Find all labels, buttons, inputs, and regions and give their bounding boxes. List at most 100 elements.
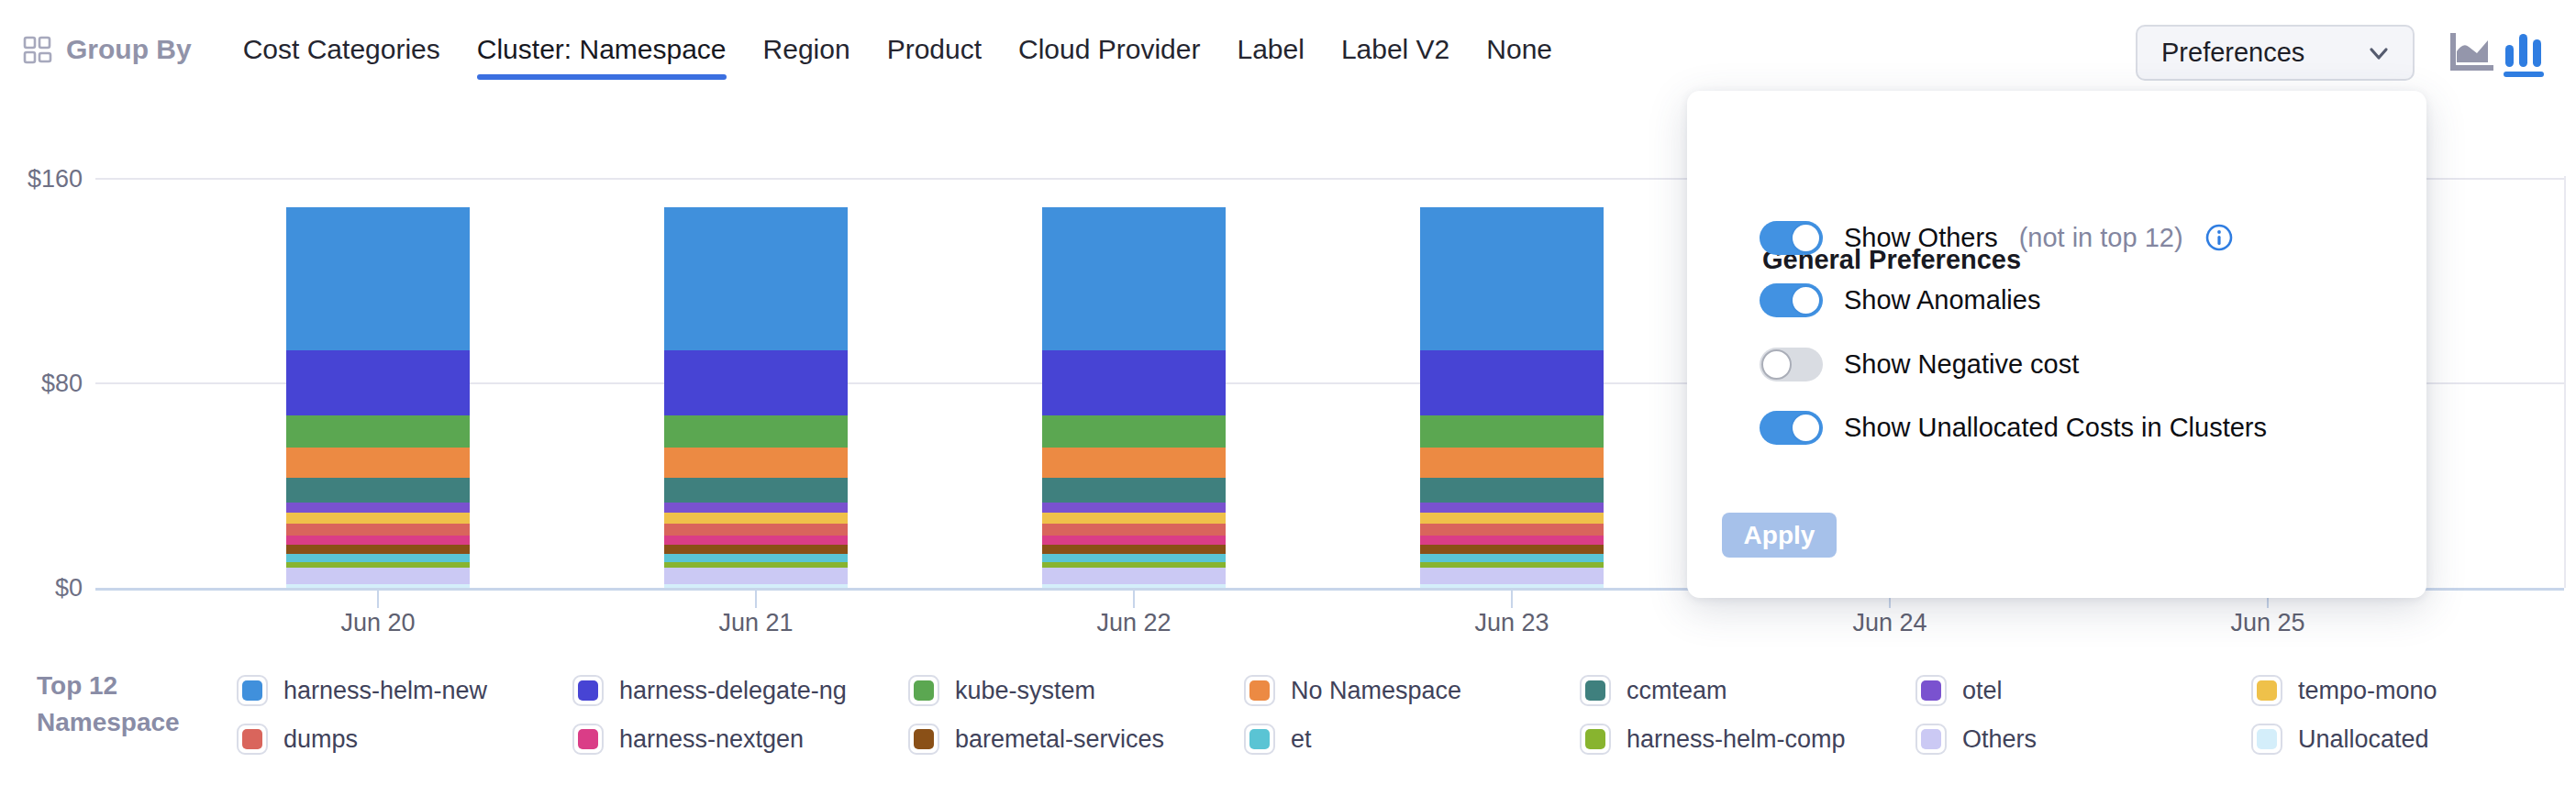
bar-segment-harness-helm-new-jun-21[interactable] (664, 207, 848, 350)
legend-item-ccmteam[interactable]: ccmteam (1580, 673, 1727, 708)
bar-segment-ccmteam-jun-21[interactable] (664, 478, 848, 502)
legend-swatch-ccmteam (1580, 675, 1611, 706)
toggle-show-unallocated-costs-in-clusters[interactable] (1760, 411, 1823, 445)
bar-segment-kube-system-jun-22[interactable] (1042, 415, 1226, 448)
toggle-knob (1791, 223, 1821, 253)
x-tick-jun-22 (1133, 591, 1135, 608)
bar-segment-ccmteam-jun-20[interactable] (286, 478, 470, 502)
bar-segment-others-jun-21[interactable] (664, 568, 848, 584)
bar-segment-harness-nextgen-jun-23[interactable] (1420, 536, 1604, 546)
legend-item-harness-delegate-ng[interactable]: harness-delegate-ng (572, 673, 847, 708)
bar-segment-unallocated-jun-21[interactable] (664, 584, 848, 588)
bar-segment-et-jun-23[interactable] (1420, 554, 1604, 562)
bar-segment-et-jun-22[interactable] (1042, 554, 1226, 562)
legend-swatch-kube-system (908, 675, 939, 706)
bar-segment-others-jun-23[interactable] (1420, 568, 1604, 584)
toggle-label-show-others: Show Others (1844, 223, 1998, 253)
bar-segment-otel-jun-21[interactable] (664, 503, 848, 514)
toggle-label-show-negative-cost: Show Negative cost (1844, 349, 2079, 380)
legend-item-otel[interactable]: otel (1915, 673, 2003, 708)
legend-item-unallocated[interactable]: Unallocated (2251, 722, 2429, 757)
bar-segment-kube-system-jun-21[interactable] (664, 415, 848, 448)
bar-jun-21 (664, 0, 848, 588)
bar-segment-unallocated-jun-23[interactable] (1420, 584, 1604, 588)
bar-segment-et-jun-20[interactable] (286, 554, 470, 562)
preference-row-show-unallocated-costs-in-clusters: Show Unallocated Costs in Clusters (1760, 410, 2267, 445)
bar-segment-others-jun-22[interactable] (1042, 568, 1226, 584)
bar-segment-harness-helm-comp-jun-22[interactable] (1042, 562, 1226, 568)
bar-segment-harness-helm-new-jun-20[interactable] (286, 207, 470, 350)
group-by-label-wrap: Group By (22, 34, 192, 65)
toggle-show-negative-cost[interactable] (1760, 348, 1823, 381)
bar-segment-unallocated-jun-20[interactable] (286, 584, 470, 588)
bar-segment-harness-helm-comp-jun-20[interactable] (286, 562, 470, 568)
bar-segment-no-namespace-jun-22[interactable] (1042, 448, 1226, 478)
legend-item-others[interactable]: Others (1915, 722, 2037, 757)
bar-segment-dumps-jun-22[interactable] (1042, 524, 1226, 536)
bar-segment-kube-system-jun-23[interactable] (1420, 415, 1604, 448)
legend-label-kube-system: kube-system (955, 677, 1095, 705)
toggle-show-others[interactable] (1760, 221, 1823, 255)
tab-product[interactable]: Product (887, 34, 982, 65)
bar-segment-harness-helm-comp-jun-23[interactable] (1420, 562, 1604, 568)
bar-segment-harness-helm-comp-jun-21[interactable] (664, 562, 848, 568)
bar-segment-dumps-jun-20[interactable] (286, 524, 470, 536)
y-axis-label--80: $80 (6, 370, 83, 398)
legend-item-baremetal-services[interactable]: baremetal-services (908, 722, 1164, 757)
legend-item-harness-nextgen[interactable]: harness-nextgen (572, 722, 804, 757)
legend-label-dumps: dumps (283, 725, 358, 754)
legend-item-harness-helm-comp[interactable]: harness-helm-comp (1580, 722, 1846, 757)
tab-label[interactable]: Label (1237, 34, 1304, 65)
bar-segment-dumps-jun-21[interactable] (664, 524, 848, 536)
legend-swatch-baremetal-services (908, 724, 939, 755)
bar-segment-et-jun-21[interactable] (664, 554, 848, 562)
bar-segment-ccmteam-jun-23[interactable] (1420, 478, 1604, 502)
area-chart-button[interactable] (2448, 31, 2495, 79)
bar-segment-tempo-mono-jun-23[interactable] (1420, 513, 1604, 524)
bar-segment-kube-system-jun-20[interactable] (286, 415, 470, 448)
bar-chart-button[interactable] (2503, 30, 2545, 82)
bar-segment-harness-delegate-ng-jun-20[interactable] (286, 350, 470, 415)
bar-segment-otel-jun-20[interactable] (286, 503, 470, 514)
bar-segment-harness-delegate-ng-jun-23[interactable] (1420, 350, 1604, 415)
legend-item-tempo-mono[interactable]: tempo-mono (2251, 673, 2437, 708)
bar-segment-harness-delegate-ng-jun-21[interactable] (664, 350, 848, 415)
bar-segment-baremetal-services-jun-23[interactable] (1420, 545, 1604, 554)
bar-segment-harness-nextgen-jun-20[interactable] (286, 536, 470, 546)
bar-segment-harness-delegate-ng-jun-22[interactable] (1042, 350, 1226, 415)
bar-segment-baremetal-services-jun-20[interactable] (286, 545, 470, 554)
legend-title: Top 12 Namespace (37, 668, 193, 741)
bar-segment-others-jun-20[interactable] (286, 568, 470, 584)
x-axis-label-jun-25: Jun 25 (2194, 609, 2341, 637)
bar-segment-otel-jun-23[interactable] (1420, 503, 1604, 514)
bar-segment-otel-jun-22[interactable] (1042, 503, 1226, 514)
bar-segment-baremetal-services-jun-22[interactable] (1042, 545, 1226, 554)
bar-segment-tempo-mono-jun-20[interactable] (286, 513, 470, 524)
info-icon[interactable] (2204, 223, 2234, 252)
bar-segment-no-namespace-jun-23[interactable] (1420, 448, 1604, 478)
apply-button[interactable]: Apply (1722, 513, 1837, 558)
bar-segment-unallocated-jun-22[interactable] (1042, 584, 1226, 588)
legend-item-no-namespace[interactable]: No Namespace (1244, 673, 1461, 708)
x-axis-label-jun-20: Jun 20 (305, 609, 451, 637)
bar-segment-no-namespace-jun-21[interactable] (664, 448, 848, 478)
bar-segment-baremetal-services-jun-21[interactable] (664, 545, 848, 554)
bar-segment-tempo-mono-jun-22[interactable] (1042, 513, 1226, 524)
bar-segment-no-namespace-jun-20[interactable] (286, 448, 470, 478)
legend-item-kube-system[interactable]: kube-system (908, 673, 1095, 708)
preferences-button[interactable]: Preferences (2136, 25, 2415, 81)
bar-segment-harness-helm-new-jun-23[interactable] (1420, 207, 1604, 350)
legend-swatch-harness-nextgen (572, 724, 604, 755)
bar-segment-ccmteam-jun-22[interactable] (1042, 478, 1226, 502)
legend-item-et[interactable]: et (1244, 722, 1312, 757)
bar-segment-harness-nextgen-jun-21[interactable] (664, 536, 848, 546)
bar-segment-harness-nextgen-jun-22[interactable] (1042, 536, 1226, 546)
legend-item-dumps[interactable]: dumps (237, 722, 358, 757)
bar-segment-dumps-jun-23[interactable] (1420, 524, 1604, 536)
legend-item-harness-helm-new[interactable]: harness-helm-new (237, 673, 487, 708)
toggle-show-anomalies[interactable] (1760, 283, 1823, 317)
bar-segment-harness-helm-new-jun-22[interactable] (1042, 207, 1226, 350)
legend-swatch-dumps (237, 724, 268, 755)
bar-segment-tempo-mono-jun-21[interactable] (664, 513, 848, 524)
legend-swatch-others (1915, 724, 1947, 755)
